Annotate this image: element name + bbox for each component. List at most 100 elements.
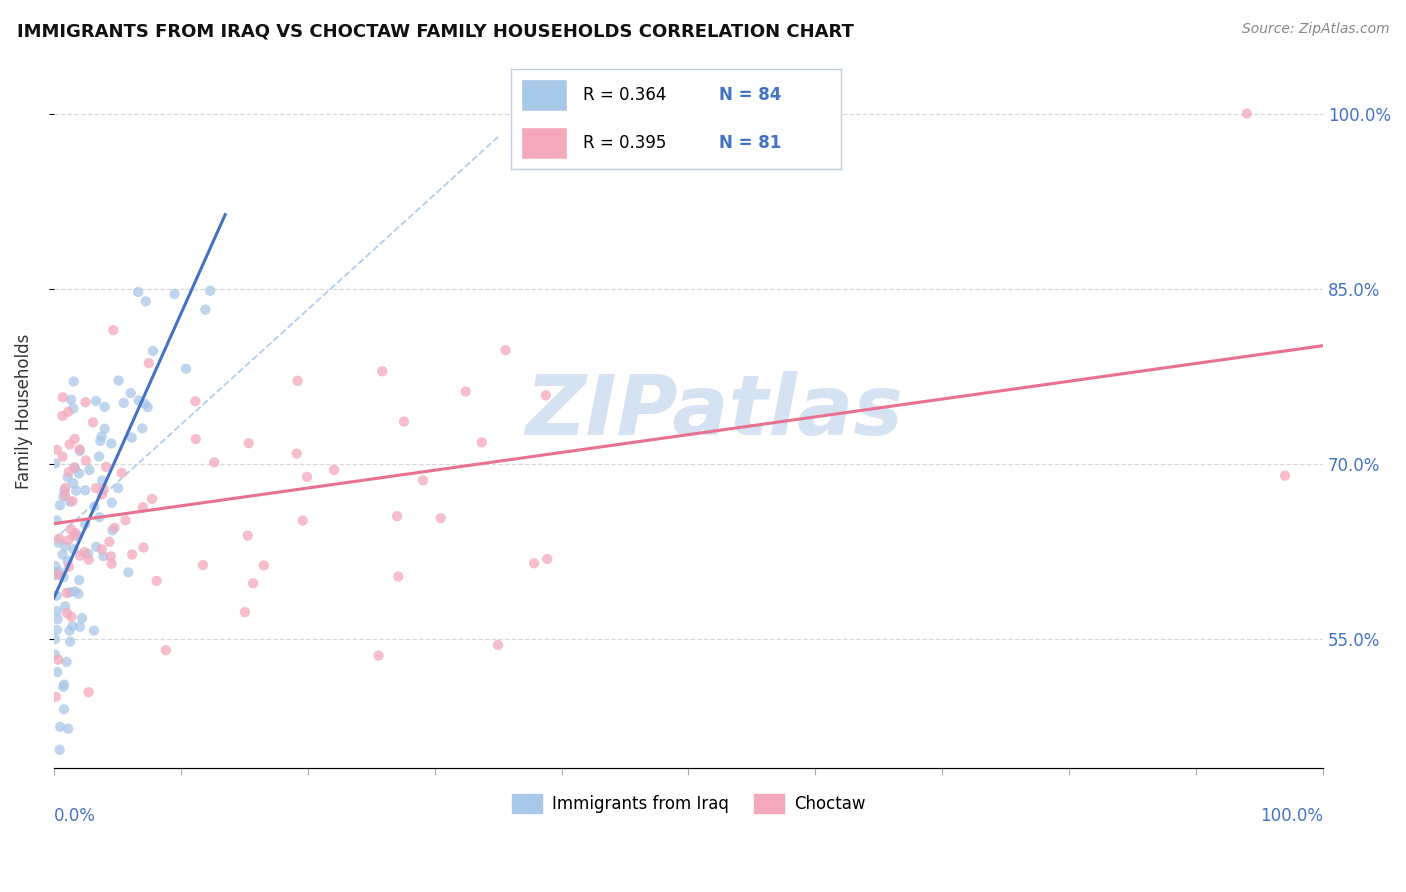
Point	[238, 436, 260, 450]
Point	[93, 400, 115, 414]
Point	[127, 285, 149, 299]
Point	[77, 685, 100, 699]
Point	[69, 442, 91, 457]
Point	[100, 549, 122, 564]
Point	[62, 542, 84, 557]
Point	[135, 294, 157, 309]
Point	[536, 552, 558, 566]
Point	[65, 483, 87, 498]
Point	[84, 481, 107, 495]
Point	[128, 393, 150, 408]
Point	[59, 522, 82, 536]
Point	[285, 447, 308, 461]
Point	[75, 483, 97, 498]
Point	[62, 401, 84, 416]
Point	[367, 648, 389, 663]
Point	[98, 534, 121, 549]
Point	[69, 620, 91, 634]
Point	[48, 565, 70, 579]
Point	[83, 624, 105, 638]
Point	[1274, 468, 1296, 483]
Point	[63, 461, 86, 475]
Point	[236, 529, 259, 543]
Point	[392, 415, 415, 429]
Point	[45, 442, 67, 457]
Point	[53, 599, 76, 614]
Point	[56, 470, 79, 484]
Point	[287, 374, 309, 388]
Point	[253, 558, 276, 573]
Point	[111, 466, 134, 480]
Point	[495, 343, 517, 357]
Point	[107, 481, 129, 495]
Point	[132, 500, 155, 515]
Point	[412, 474, 434, 488]
Point	[387, 569, 409, 583]
Point	[104, 521, 127, 535]
Point	[486, 638, 509, 652]
Point	[59, 437, 82, 451]
Point	[53, 488, 76, 502]
Point	[55, 655, 77, 669]
Point	[471, 435, 494, 450]
Point	[100, 557, 122, 571]
Point	[70, 611, 93, 625]
Point	[174, 361, 197, 376]
Point	[67, 573, 90, 587]
Legend: Immigrants from Iraq, Choctaw: Immigrants from Iraq, Choctaw	[505, 788, 872, 820]
Point	[53, 483, 76, 498]
Point	[45, 604, 67, 618]
Point	[53, 702, 76, 716]
Point	[59, 494, 82, 508]
Point	[44, 568, 66, 582]
Point	[198, 284, 221, 298]
Point	[45, 690, 67, 704]
Point	[94, 459, 117, 474]
Point	[62, 529, 84, 543]
Point	[52, 490, 75, 504]
Point	[103, 323, 125, 337]
Point	[63, 584, 86, 599]
Point	[49, 720, 72, 734]
Point	[56, 554, 79, 568]
Point	[49, 498, 72, 512]
Point	[56, 722, 79, 736]
Point	[67, 467, 90, 481]
Point	[184, 394, 207, 409]
Point	[44, 566, 66, 580]
Point	[69, 443, 91, 458]
Point	[75, 453, 97, 467]
Point	[75, 395, 97, 409]
Point	[323, 463, 346, 477]
Point	[75, 517, 97, 532]
Point	[62, 476, 84, 491]
Point	[52, 548, 75, 562]
Y-axis label: Family Households: Family Households	[15, 334, 32, 489]
Point	[83, 500, 105, 514]
Point	[48, 532, 70, 546]
Point	[131, 421, 153, 435]
Point	[91, 474, 114, 488]
Point	[62, 375, 84, 389]
Text: ZIPatlas: ZIPatlas	[524, 371, 903, 452]
Point	[52, 450, 75, 464]
Point	[184, 432, 207, 446]
Point	[534, 388, 557, 402]
Point	[52, 570, 75, 584]
Point	[46, 567, 69, 582]
Point	[132, 541, 155, 555]
Point	[52, 680, 75, 694]
Point	[93, 482, 115, 496]
Point	[62, 619, 84, 633]
Point	[142, 343, 165, 358]
Point	[45, 589, 67, 603]
Point	[52, 390, 75, 404]
Point	[59, 634, 82, 648]
Point	[134, 397, 156, 411]
Point	[77, 547, 100, 561]
Text: 100.0%: 100.0%	[1260, 807, 1323, 825]
Point	[79, 463, 101, 477]
Point	[371, 364, 394, 378]
Point	[45, 559, 67, 574]
Point	[58, 465, 80, 479]
